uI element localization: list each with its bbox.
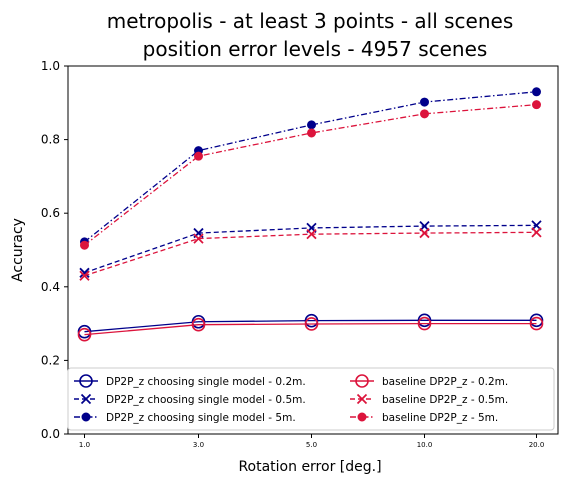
legend-label: baseline DP2P_z - 0.2m.	[382, 376, 508, 388]
series-line	[84, 91, 537, 243]
legend-label: DP2P_z choosing single model - 0.2m.	[106, 376, 306, 388]
chart-title-line-2: position error levels - 4957 scenes	[143, 37, 488, 61]
data-point	[532, 100, 541, 110]
series-6	[80, 100, 541, 250]
series-line	[84, 319, 537, 333]
x-axis-label: Rotation error [deg.]	[238, 459, 381, 475]
data-point	[531, 227, 542, 238]
data-point	[417, 316, 432, 331]
legend-label: baseline DP2P_z - 5m.	[382, 412, 498, 424]
legend-marker	[81, 412, 91, 422]
x-tick-label: 1.0	[79, 441, 90, 449]
data-point	[304, 317, 319, 331]
legend-marker	[356, 393, 368, 405]
legend-item: DP2P_z choosing single model - 0.2m.	[74, 374, 306, 388]
y-axis-label: Accuracy	[10, 218, 26, 282]
series-line	[84, 103, 537, 246]
y-tick-label: 0.0	[41, 427, 60, 441]
data-point	[307, 128, 316, 138]
legend-frame	[67, 367, 555, 431]
data-point	[307, 120, 316, 130]
chart-title-line-1: metropolis - at least 3 points - all sce…	[107, 9, 514, 33]
axis-ticks: 0.0 0.2 0.4 0.6 0.8 1.0 1.0 3.0 5.0 10.0 20.0	[41, 59, 544, 449]
x-tick-label: 20.0	[529, 441, 545, 449]
legend-label: DP2P_z choosing single model - 5m.	[106, 412, 296, 424]
y-tick-label: 0.4	[41, 280, 60, 294]
series-5	[79, 227, 542, 281]
legend-label: baseline DP2P_z - 0.5m.	[382, 394, 508, 406]
x-tick-label: 10.0	[417, 441, 433, 449]
y-tick-label: 0.2	[41, 353, 60, 367]
legend-item: DP2P_z choosing single model - 5m.	[74, 412, 296, 424]
legend-marker	[80, 393, 92, 405]
y-tick-label: 0.8	[41, 133, 60, 147]
legend-item: baseline DP2P_z - 0.2m.	[350, 374, 508, 388]
legend-item: baseline DP2P_z - 5m.	[350, 412, 498, 424]
legend-item: DP2P_z choosing single model - 0.5m.	[74, 393, 306, 406]
data-point	[306, 229, 317, 240]
data-point	[79, 270, 90, 281]
data-point	[77, 327, 92, 342]
legend-marker	[357, 412, 367, 422]
chart-title: metropolis - at least 3 points - all sce…	[107, 9, 514, 61]
data-point	[80, 240, 89, 250]
data-point	[304, 313, 319, 328]
legend-item: baseline DP2P_z - 0.5m.	[350, 393, 508, 406]
series-line	[84, 322, 537, 336]
data-point	[529, 313, 544, 328]
data-point	[79, 267, 90, 278]
data-point	[532, 87, 541, 97]
data-point	[191, 317, 206, 332]
data-point	[419, 227, 430, 239]
data-point	[417, 313, 432, 328]
legend-label: DP2P_z choosing single model - 0.5m.	[106, 394, 306, 406]
data-point	[194, 151, 203, 161]
series-layer	[77, 87, 544, 342]
legend: DP2P_z choosing single model - 0.2m. DP2P…	[67, 367, 555, 431]
x-tick-label: 5.0	[306, 441, 317, 449]
data-point	[420, 109, 429, 119]
series-4	[77, 316, 544, 342]
x-tick-label: 3.0	[193, 441, 204, 449]
y-tick-label: 0.6	[41, 206, 60, 220]
plot-frame	[67, 65, 559, 435]
data-point	[420, 97, 429, 107]
legend-marker	[79, 374, 93, 388]
series-1	[77, 313, 544, 339]
legend-marker	[355, 374, 369, 388]
y-tick-label: 1.0	[41, 59, 60, 73]
data-point	[193, 233, 204, 244]
data-point	[529, 316, 544, 331]
